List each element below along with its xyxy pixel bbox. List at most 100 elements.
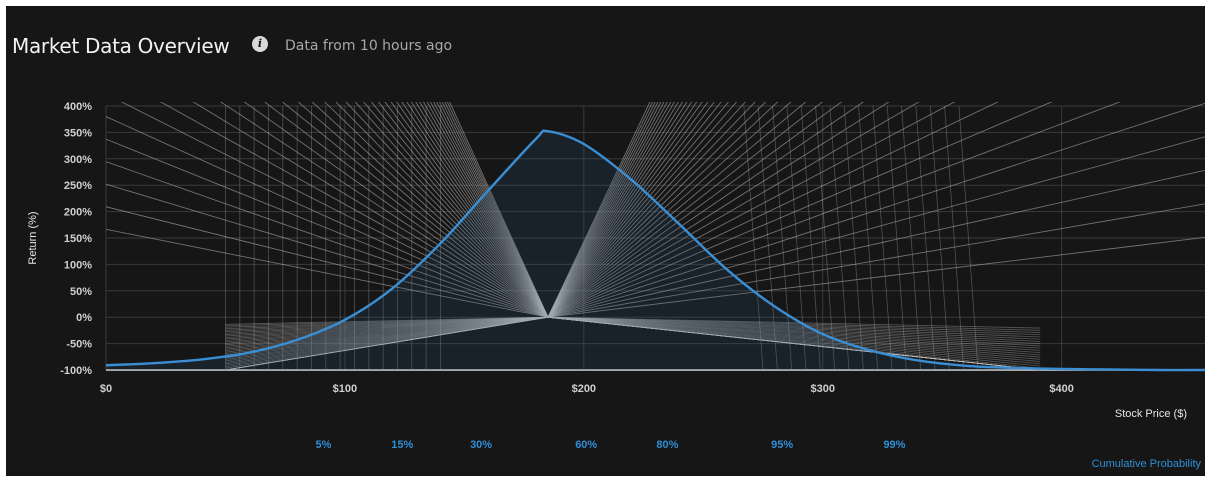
payoff-line — [220, 102, 549, 318]
payoff-line — [225, 316, 549, 354]
payoff-line — [547, 102, 668, 318]
payoff-lines — [106, 102, 1205, 371]
payoff-line — [929, 105, 950, 371]
payoff-line — [800, 105, 821, 371]
payoff-line — [225, 316, 549, 369]
payoff-line — [547, 316, 1041, 371]
payoff-line — [757, 105, 778, 371]
payoff-line — [225, 316, 549, 371]
payoff-line — [547, 316, 1041, 367]
data-timestamp: Data from 10 hours ago — [285, 38, 453, 54]
payoff-line — [547, 102, 1205, 318]
payoff-line — [225, 316, 549, 341]
payoff-line — [225, 316, 549, 368]
payoff-line — [547, 102, 792, 318]
payoff-line — [225, 316, 549, 346]
payoff-line — [225, 316, 549, 371]
payoff-line — [547, 316, 1041, 371]
info-icon[interactable]: i — [252, 36, 268, 52]
x-tick-label: $100 — [333, 383, 357, 395]
distribution-line — [106, 129, 1205, 372]
y-tick-label: 0% — [76, 312, 92, 324]
payoff-line — [225, 316, 549, 344]
payoff-line — [225, 316, 549, 371]
payoff-line — [872, 105, 893, 371]
probability-label: 15% — [391, 439, 413, 451]
payoff-line — [390, 102, 549, 318]
payoff-line — [829, 105, 850, 371]
payoff-line — [225, 316, 549, 371]
y-tick-label: -100% — [60, 365, 92, 377]
y-tick-label: 250% — [64, 180, 92, 192]
payoff-line — [106, 183, 549, 318]
payoff-line — [547, 316, 1041, 371]
payoff-line — [377, 102, 549, 318]
payoff-line — [225, 316, 549, 365]
payoff-line — [547, 316, 1041, 371]
payoff-line — [363, 102, 549, 318]
payoff-line — [225, 316, 549, 331]
payoff-line — [547, 136, 1205, 318]
payoff-line — [106, 206, 549, 318]
payoff-line — [547, 316, 1041, 347]
distribution-area — [106, 129, 1205, 372]
payoff-line — [324, 102, 549, 318]
payoff-line — [547, 102, 722, 318]
payoff-line — [225, 316, 549, 337]
payoff-line — [958, 105, 979, 371]
payoff-line — [547, 316, 1041, 340]
payoff-line — [429, 102, 549, 318]
payoff-line — [547, 102, 683, 318]
payoff-line — [547, 316, 1041, 371]
payoff-line — [225, 316, 549, 371]
payoff-line — [345, 102, 549, 318]
payoff-line — [410, 102, 549, 318]
payoff-line — [547, 316, 1041, 371]
payoff-line — [243, 102, 549, 318]
payoff-line — [547, 316, 1041, 362]
payoff-line — [547, 316, 1041, 360]
y-tick-label: 50% — [70, 286, 92, 298]
payoff-line — [225, 316, 549, 363]
payoff-line — [449, 102, 549, 318]
payoff-line — [547, 316, 1041, 369]
payoff-line — [547, 102, 999, 318]
payoff-line — [547, 316, 1041, 371]
payoff-line — [547, 102, 679, 318]
payoff-line — [547, 102, 698, 318]
y-tick-label: -50% — [66, 339, 92, 351]
payoff-line — [384, 102, 549, 318]
payoff-line — [120, 102, 549, 318]
payoff-line — [547, 102, 715, 318]
payoff-line — [225, 316, 549, 335]
payoff-line — [547, 316, 1041, 371]
payoff-line — [547, 316, 1041, 371]
payoff-line — [547, 316, 1041, 333]
payoff-line — [225, 316, 549, 356]
payoff-line — [225, 316, 549, 338]
payoff-line — [547, 102, 824, 318]
payoff-line — [225, 316, 549, 334]
payoff-line — [225, 316, 549, 366]
payoff-line — [547, 236, 1205, 318]
payoff-line — [264, 102, 549, 318]
payoff-line — [547, 316, 1041, 371]
payoff-line — [335, 102, 549, 318]
payoff-line — [225, 316, 548, 325]
payoff-line — [354, 102, 549, 318]
y-tick-label: 400% — [64, 101, 92, 113]
payoff-line — [772, 105, 793, 371]
payoff-line — [446, 102, 549, 318]
payoff-line — [106, 161, 549, 318]
y-tick-label: 300% — [64, 154, 92, 166]
payoff-line — [159, 102, 549, 318]
payoff-line — [436, 102, 549, 318]
payoff-line — [439, 102, 549, 318]
payoff-line — [547, 102, 843, 318]
payoff-line — [547, 316, 1041, 342]
payoff-line — [547, 316, 1041, 371]
distribution-fill — [106, 130, 1205, 371]
payoff-line — [225, 316, 549, 328]
payoff-line — [547, 316, 1041, 371]
payoff-line — [547, 316, 1041, 371]
